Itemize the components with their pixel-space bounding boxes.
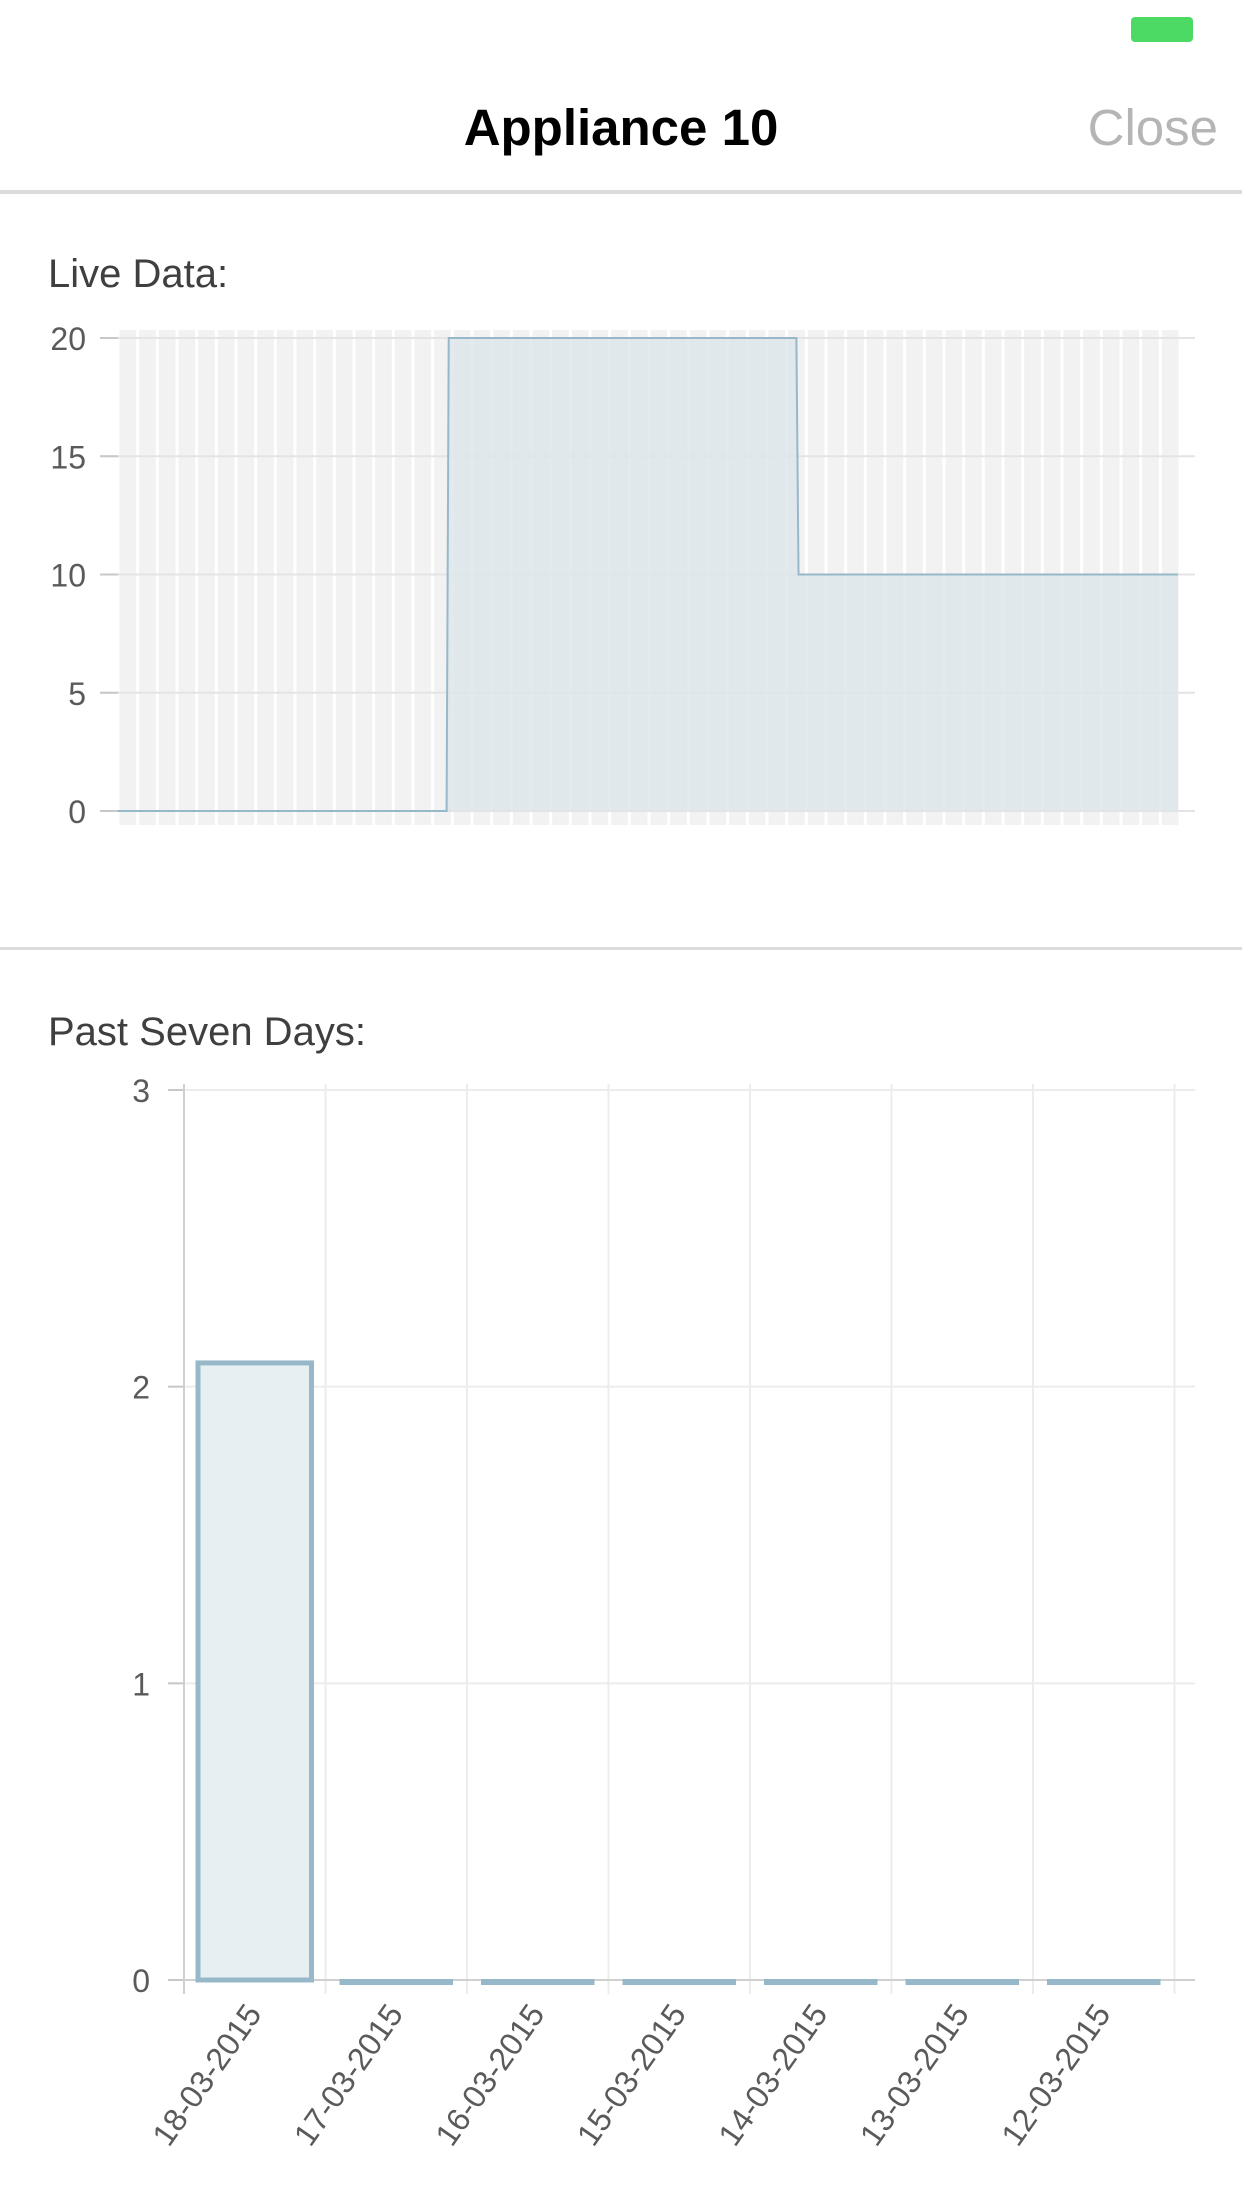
y-tick-label: 20 bbox=[50, 321, 86, 357]
y-tick-label: 10 bbox=[50, 558, 86, 594]
y-tick-label: 3 bbox=[132, 1073, 150, 1109]
live-data-area bbox=[118, 338, 1178, 811]
status-bar bbox=[0, 0, 1242, 60]
close-button[interactable]: Close bbox=[1087, 99, 1218, 156]
x-tick-label: 15-03-2015 bbox=[570, 1997, 693, 2152]
section-divider bbox=[0, 947, 1242, 950]
x-tick-label: 13-03-2015 bbox=[853, 1997, 976, 2152]
past-seven-days-chart: 0 1 2 3 18-03-2015 17-03-2015 16-03-2015 15-03-… bbox=[132, 1073, 1195, 2152]
y-tick-label: 5 bbox=[68, 676, 86, 712]
bar bbox=[339, 1979, 453, 1985]
bar bbox=[905, 1979, 1019, 1985]
y-tick-label: 15 bbox=[50, 439, 86, 475]
x-tick-label: 17-03-2015 bbox=[287, 1997, 410, 2152]
x-tick-label: 14-03-2015 bbox=[711, 1997, 834, 2152]
x-tick-label: 12-03-2015 bbox=[994, 1997, 1117, 2152]
y-tick-label: 0 bbox=[132, 1963, 150, 1999]
bar bbox=[481, 1979, 595, 1985]
past-seven-days-label: Past Seven Days: bbox=[48, 1010, 366, 1054]
y-tick-label: 1 bbox=[132, 1666, 150, 1702]
bar bbox=[622, 1979, 736, 1985]
x-tick-label: 18-03-2015 bbox=[145, 1997, 268, 2152]
y-tick-label: 0 bbox=[68, 794, 86, 830]
live-data-label: Live Data: bbox=[48, 252, 229, 296]
x-tick-label: 16-03-2015 bbox=[428, 1997, 551, 2152]
live-data-line bbox=[118, 337, 1178, 812]
battery-icon bbox=[1131, 17, 1193, 42]
bar bbox=[195, 1360, 314, 1983]
live-data-chart: 0 5 10 15 20 bbox=[50, 321, 1195, 830]
page-title: Appliance 10 bbox=[463, 99, 779, 156]
bar bbox=[764, 1979, 878, 1985]
bar bbox=[1047, 1979, 1161, 1985]
navigation-bar: Appliance 10 Close bbox=[0, 60, 1242, 194]
y-tick-label: 2 bbox=[132, 1370, 150, 1406]
